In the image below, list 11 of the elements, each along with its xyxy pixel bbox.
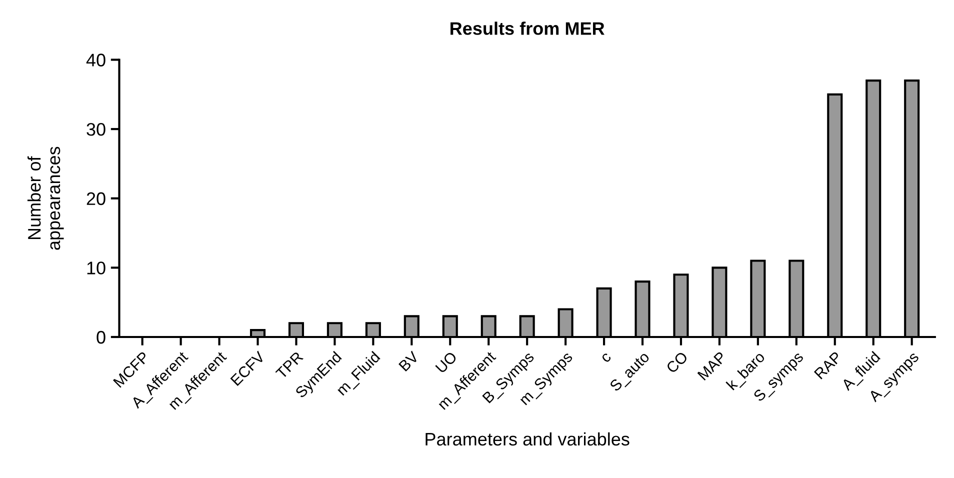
x-axis-title: Parameters and variables bbox=[426, 432, 630, 446]
x-tick-label: BV bbox=[398, 350, 420, 372]
y-tick-label: 0 bbox=[96, 330, 106, 344]
y-tick-label: 20 bbox=[86, 192, 106, 206]
y-tick-label: 10 bbox=[87, 262, 106, 274]
chart-title: Results from MER bbox=[450, 22, 604, 35]
y-axis-title: Number of appearances bbox=[27, 146, 64, 250]
y-tick-label: 40 bbox=[86, 54, 106, 66]
x-tick-label: c bbox=[601, 352, 612, 364]
y-tick-label: 30 bbox=[86, 122, 106, 136]
x-tick-label: CO bbox=[666, 350, 688, 374]
